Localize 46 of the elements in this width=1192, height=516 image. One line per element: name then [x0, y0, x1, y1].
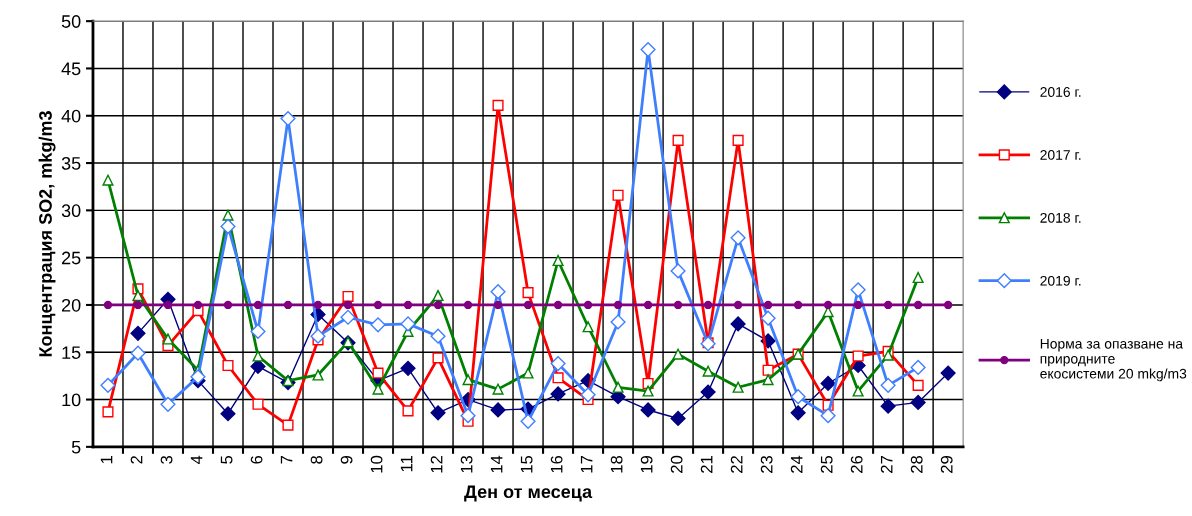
y-tick-label: 50 [61, 15, 81, 28]
x-tick-label: 16 [550, 455, 563, 473]
y-tick-label: 20 [62, 298, 81, 312]
x-axis-title: Ден от месеца [464, 485, 593, 502]
x-tick-label: 2 [130, 456, 143, 464]
legend-label: Норма за опазване на природните екосистеми 20 mkg/m3 [1040, 338, 1187, 382]
x-tick-label: 9 [340, 455, 353, 464]
x-tick-label: 20 [670, 455, 683, 473]
x-tick-label: 12 [430, 456, 443, 473]
x-tick-label: 29 [940, 455, 953, 473]
x-tick-label: 21 [700, 456, 713, 473]
legend-label: 2016 г. [1040, 87, 1081, 97]
x-tick-label: 27 [880, 456, 893, 473]
y-tick-label: 30 [61, 204, 81, 218]
x-tick-label: 3 [160, 455, 173, 464]
x-tick-label: 13 [460, 455, 473, 473]
x-tick-label: 10 [370, 455, 383, 473]
y-tick-label: 15 [62, 346, 81, 359]
y-axis-title: Концентрация SO2, mkg/m3 [38, 111, 56, 357]
x-tick-label: 7 [280, 456, 293, 464]
x-tick-label: 6 [250, 455, 263, 464]
y-tick-label: 35 [61, 156, 81, 170]
x-tick-label: 15 [520, 455, 533, 473]
x-tick-label: 11 [400, 456, 413, 472]
x-tick-label: 5 [220, 455, 233, 464]
x-tick-label: 25 [820, 455, 833, 473]
x-tick-label: 1 [100, 456, 113, 464]
legend-label: 2018 г. [1040, 212, 1081, 223]
x-tick-label: 17 [580, 456, 593, 473]
x-tick-label: 18 [610, 455, 623, 473]
x-tick-label: 14 [490, 455, 503, 473]
x-tick-label: 24 [790, 455, 803, 473]
y-tick-label: 5 [71, 440, 81, 454]
y-tick-label: 10 [62, 393, 81, 407]
y-tick-label: 45 [61, 62, 81, 76]
x-tick-label: 28 [910, 455, 923, 473]
y-tick-label: 40 [61, 109, 81, 123]
x-tick-label: 8 [310, 455, 323, 464]
legend-label: 2017 г. [1040, 149, 1081, 160]
x-tick-label: 23 [760, 455, 773, 473]
y-tick-label: 25 [62, 251, 81, 265]
x-tick-label: 4 [190, 455, 203, 465]
legend-label: 2019 г. [1040, 275, 1081, 286]
x-tick-label: 26 [850, 455, 863, 473]
x-tick-label: 22 [730, 456, 743, 473]
x-tick-label: 19 [640, 455, 653, 473]
